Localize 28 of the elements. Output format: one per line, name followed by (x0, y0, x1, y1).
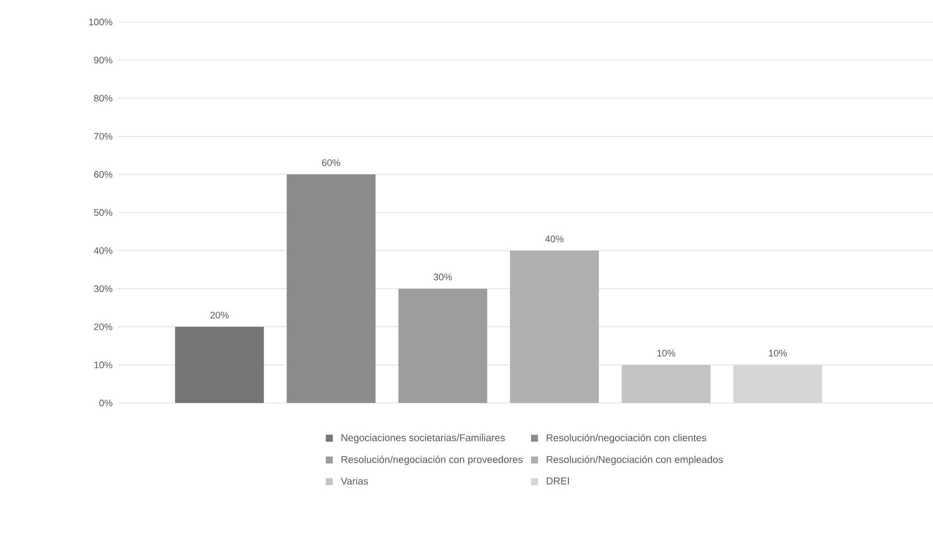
bar (622, 364, 711, 403)
legend-label: Negociaciones societarias/Familiares (342, 434, 505, 444)
y-tick-label: 20% (94, 323, 112, 330)
y-tick-label: 70% (94, 132, 112, 140)
bar (175, 326, 264, 403)
legend-label: DREI (546, 478, 569, 484)
legend-label: Varias (340, 477, 368, 485)
y-tick-label: 10% (94, 362, 112, 368)
y-tick-label: 90% (94, 56, 112, 64)
data-label: 10% (657, 350, 676, 357)
bar (398, 288, 488, 403)
y-tick-label: 100% (89, 18, 112, 26)
y-tick-label: 50% (94, 209, 112, 216)
y-tick-label: 80% (94, 94, 112, 102)
data-label: 10% (769, 350, 787, 357)
data-label: 40% (545, 236, 564, 242)
legend-label: Resolución/negociación con proveedores (342, 456, 523, 465)
y-tick-label: 40% (94, 247, 112, 254)
data-label: 60% (322, 159, 340, 166)
legend-label: Resolución/Negociación con empleados (546, 456, 723, 465)
y-tick-label: 30% (94, 285, 112, 292)
data-label: 30% (434, 274, 452, 280)
y-tick-label: 60% (94, 171, 112, 178)
legend-label: Resolución/negociación con clientes (546, 434, 706, 444)
bar (510, 250, 599, 403)
y-tick-label: 0% (99, 400, 112, 406)
data-label: 20% (210, 312, 229, 318)
bar (286, 174, 376, 403)
